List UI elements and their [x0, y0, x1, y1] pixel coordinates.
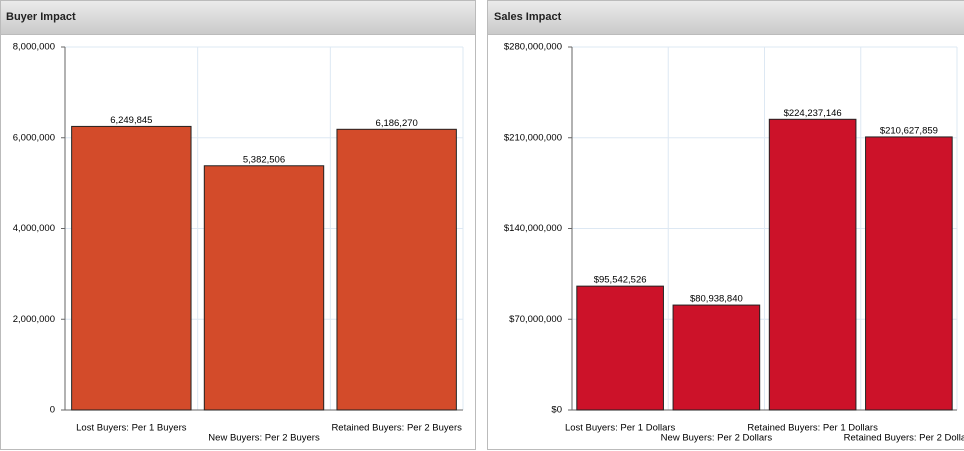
panel: Sales Impact $0 $70,000,000 $140,000,000 $2…	[487, 0, 964, 450]
y-tick-label: $280,000,000	[504, 42, 562, 53]
bar	[672, 304, 761, 411]
bar	[576, 285, 664, 411]
panel: Buyer Impact 0 2,000,000 4,000,000 6,000,00…	[0, 0, 476, 450]
bar	[336, 128, 457, 411]
y-tick-label: $210,000,000	[504, 132, 562, 143]
panel-header	[487, 0, 964, 35]
bar	[203, 165, 325, 411]
x-tick-label: New Buyers: Per 2 Dollars	[661, 433, 773, 444]
chart-title: Buyer Impact	[6, 11, 76, 23]
bar	[71, 125, 192, 411]
x-tick-label: Retained Buyers: Per 2 Buyers	[331, 423, 462, 434]
x-tick-label: Lost Buyers: Per 1 Buyers	[76, 423, 187, 434]
x-tick-label: New Buyers: Per 2 Buyers	[208, 433, 320, 444]
y-tick-label: 8,000,000	[13, 42, 55, 53]
bar	[865, 136, 953, 411]
x-tick-label: Retained Buyers: Per 2 Dollars	[844, 433, 964, 444]
value-label: $224,237,146	[784, 108, 842, 119]
panel-header	[0, 0, 476, 35]
y-tick-label: 4,000,000	[13, 223, 55, 234]
y-tick-label: $70,000,000	[509, 314, 562, 325]
value-label: $95,542,526	[594, 275, 647, 286]
value-label: 6,249,845	[110, 115, 152, 126]
value-label: 6,186,270	[376, 118, 418, 129]
x-tick-label: Lost Buyers: Per 1 Dollars	[565, 423, 676, 434]
y-tick-label: 0	[50, 405, 55, 416]
value-label: 5,382,506	[243, 154, 285, 165]
value-label: $210,627,859	[880, 125, 938, 136]
bar	[768, 118, 857, 411]
y-tick-label: $0	[551, 405, 562, 416]
y-tick-label: 6,000,000	[13, 132, 55, 143]
y-tick-label: $140,000,000	[504, 223, 562, 234]
x-tick-label: Retained Buyers: Per 1 Dollars	[747, 423, 878, 434]
value-label: $80,938,840	[690, 294, 743, 305]
y-tick-label: 2,000,000	[13, 314, 55, 325]
chart-title: Sales Impact	[494, 11, 562, 23]
